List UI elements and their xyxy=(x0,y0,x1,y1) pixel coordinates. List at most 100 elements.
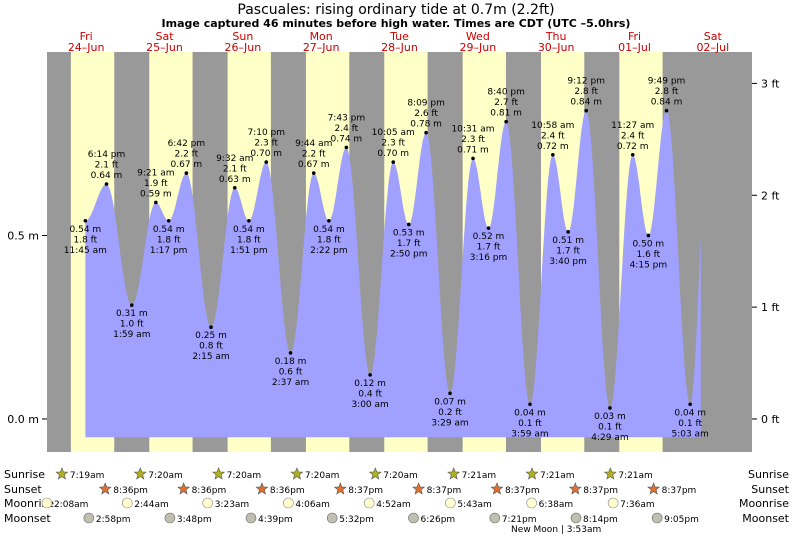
high-tide-label-ft: 2.2 ft xyxy=(302,150,326,160)
moonrise-row-label-right: Moonrise xyxy=(739,497,789,510)
sunrise-time: 7:21am xyxy=(618,471,653,481)
moonset-icon xyxy=(83,512,95,524)
sunrise-time: 7:21am xyxy=(540,471,575,481)
low-tide-label-t: 1:17 pm xyxy=(150,246,188,256)
moonset-icon xyxy=(408,512,419,524)
low-tide-label-t: 3:29 am xyxy=(431,418,468,428)
moonrise-icon xyxy=(526,497,537,509)
sunrise-star-icon xyxy=(368,467,382,480)
day-of-week: Fri xyxy=(628,30,641,43)
moonset-row-label-left: Moonset xyxy=(4,512,51,525)
sunset-star-icon xyxy=(647,482,661,495)
low-tide-label-m_label: 0.12 m xyxy=(354,379,386,389)
high-tide-dot xyxy=(184,171,189,175)
axes: 0.0 m 0.5 m 0 ft 1 ft 2 ft 3 ft xyxy=(7,77,780,426)
high-tide-label-m_label: 0.63 m xyxy=(219,175,251,185)
sunrise-star-icon xyxy=(212,467,226,480)
low-tide-dot xyxy=(566,230,570,234)
low-tide-label-ft: 1.6 ft xyxy=(637,250,661,260)
low-tide-label-m_label: 0.03 m xyxy=(594,412,626,422)
right-tick-label: 0 ft xyxy=(761,413,780,426)
moonrise-icon xyxy=(202,497,214,509)
low-tide-label-ft: 0.1 ft xyxy=(518,419,542,429)
moonset-time: 7:21pm xyxy=(502,515,537,525)
low-tide-label-t: 1:51 pm xyxy=(230,246,268,256)
high-tide-label-m_label: 0.70 m xyxy=(250,149,282,159)
high-tide-label-t: 11:27 am xyxy=(611,121,654,131)
sunset-row-label-left: Sunset xyxy=(4,483,42,496)
moonrise-time: 2:44am xyxy=(134,500,169,510)
left-tick-label: 0.0 m xyxy=(7,413,39,426)
day-of-week: Fri xyxy=(80,30,93,43)
low-tide-label-m_label: 0.52 m xyxy=(473,232,505,242)
high-tide-label-t: 6:14 pm xyxy=(88,150,126,160)
high-tide-label-ft: 2.4 ft xyxy=(335,124,359,134)
moonset-icon xyxy=(164,512,176,524)
sunrise-star-icon xyxy=(603,467,617,480)
low-tide-label-t: 2:50 pm xyxy=(390,249,428,259)
low-tide-dot xyxy=(646,233,651,238)
low-tide-dot xyxy=(129,303,134,308)
day-of-week: Sun xyxy=(232,30,253,43)
moonset-icon xyxy=(326,512,338,524)
high-tide-label-t: 9:12 pm xyxy=(567,77,605,87)
moonset-time: 6:26pm xyxy=(420,515,455,525)
low-tide-label-t: 3:59 am xyxy=(511,429,548,439)
low-tide-label-ft: 1.8 ft xyxy=(317,235,341,245)
low-tide-label-ft: 0.1 ft xyxy=(598,422,622,432)
moonset-icon xyxy=(489,512,501,524)
high-tide-label-m_label: 0.72 m xyxy=(537,142,569,152)
tide-curve xyxy=(85,110,701,438)
low-tide-label-t: 2:37 am xyxy=(272,378,309,388)
high-tide-dot xyxy=(104,182,109,186)
low-tide-label-m_label: 0.04 m xyxy=(674,408,706,418)
low-tide-dot xyxy=(327,219,331,223)
high-tide-label-m_label: 0.72 m xyxy=(617,142,649,152)
sunset-time: 8:37pm xyxy=(427,486,462,496)
low-tide-label-t: 2:22 pm xyxy=(310,246,348,256)
high-tide-label-t: 10:31 am xyxy=(451,124,494,134)
high-tide-label-t: 7:43 pm xyxy=(328,113,366,123)
tide-area xyxy=(85,110,701,438)
high-tide-label-m_label: 0.71 m xyxy=(457,145,489,155)
moonset-time: 2:58pm xyxy=(96,515,131,525)
high-tide-label-ft: 2.8 ft xyxy=(574,87,598,97)
high-tide-label-m_label: 0.59 m xyxy=(140,189,172,199)
high-tide-label-t: 10:05 am xyxy=(372,128,415,138)
sunrise-time: 7:21am xyxy=(462,471,497,481)
sunset-time: 8:36pm xyxy=(113,486,148,496)
sunrise-row-label-right: Sunrise xyxy=(748,468,789,481)
sunrise-row-label-left: Sunrise xyxy=(4,468,45,481)
high-tide-label-ft: 2.7 ft xyxy=(494,98,518,108)
high-tide-dot xyxy=(424,130,428,135)
low-tide-dot xyxy=(209,325,213,330)
high-tide-label-t: 9:32 am xyxy=(216,154,253,164)
sunset-star-icon xyxy=(177,482,191,495)
high-tide-label-ft: 2.4 ft xyxy=(541,131,565,141)
high-tide-label-t: 6:42 pm xyxy=(168,139,206,149)
high-tide-label-t: 8:40 pm xyxy=(487,88,525,98)
high-tide-label-ft: 2.3 ft xyxy=(381,139,405,149)
low-tide-label-m_label: 0.54 m xyxy=(313,225,345,235)
sunrise-time: 7:20am xyxy=(148,471,183,481)
moonrise-time: 7:36am xyxy=(620,500,655,510)
high-tide-dot xyxy=(154,200,158,205)
moonrise-icon xyxy=(607,497,619,509)
low-tide-label-t: 4:29 am xyxy=(591,433,628,443)
high-tide-label-m_label: 0.78 m xyxy=(410,120,442,130)
high-tide-label-m_label: 0.64 m xyxy=(91,171,123,181)
low-tide-dot xyxy=(528,402,532,407)
low-tide-label-t: 4:15 pm xyxy=(630,260,668,270)
high-tide-dot xyxy=(630,152,635,157)
low-tide-label-ft: 1.7 ft xyxy=(477,243,501,253)
high-tide-dot xyxy=(264,160,269,164)
moonset-time: 8:14pm xyxy=(583,515,618,525)
high-tide-dot xyxy=(504,119,508,124)
moonrise-time: 4:06am xyxy=(295,500,330,510)
day-of-week: Thu xyxy=(545,30,567,43)
low-tide-label-m_label: 0.50 m xyxy=(633,239,665,249)
moonrise-time: 5:43am xyxy=(457,500,492,510)
high-tide-label-ft: 2.3 ft xyxy=(461,135,485,145)
